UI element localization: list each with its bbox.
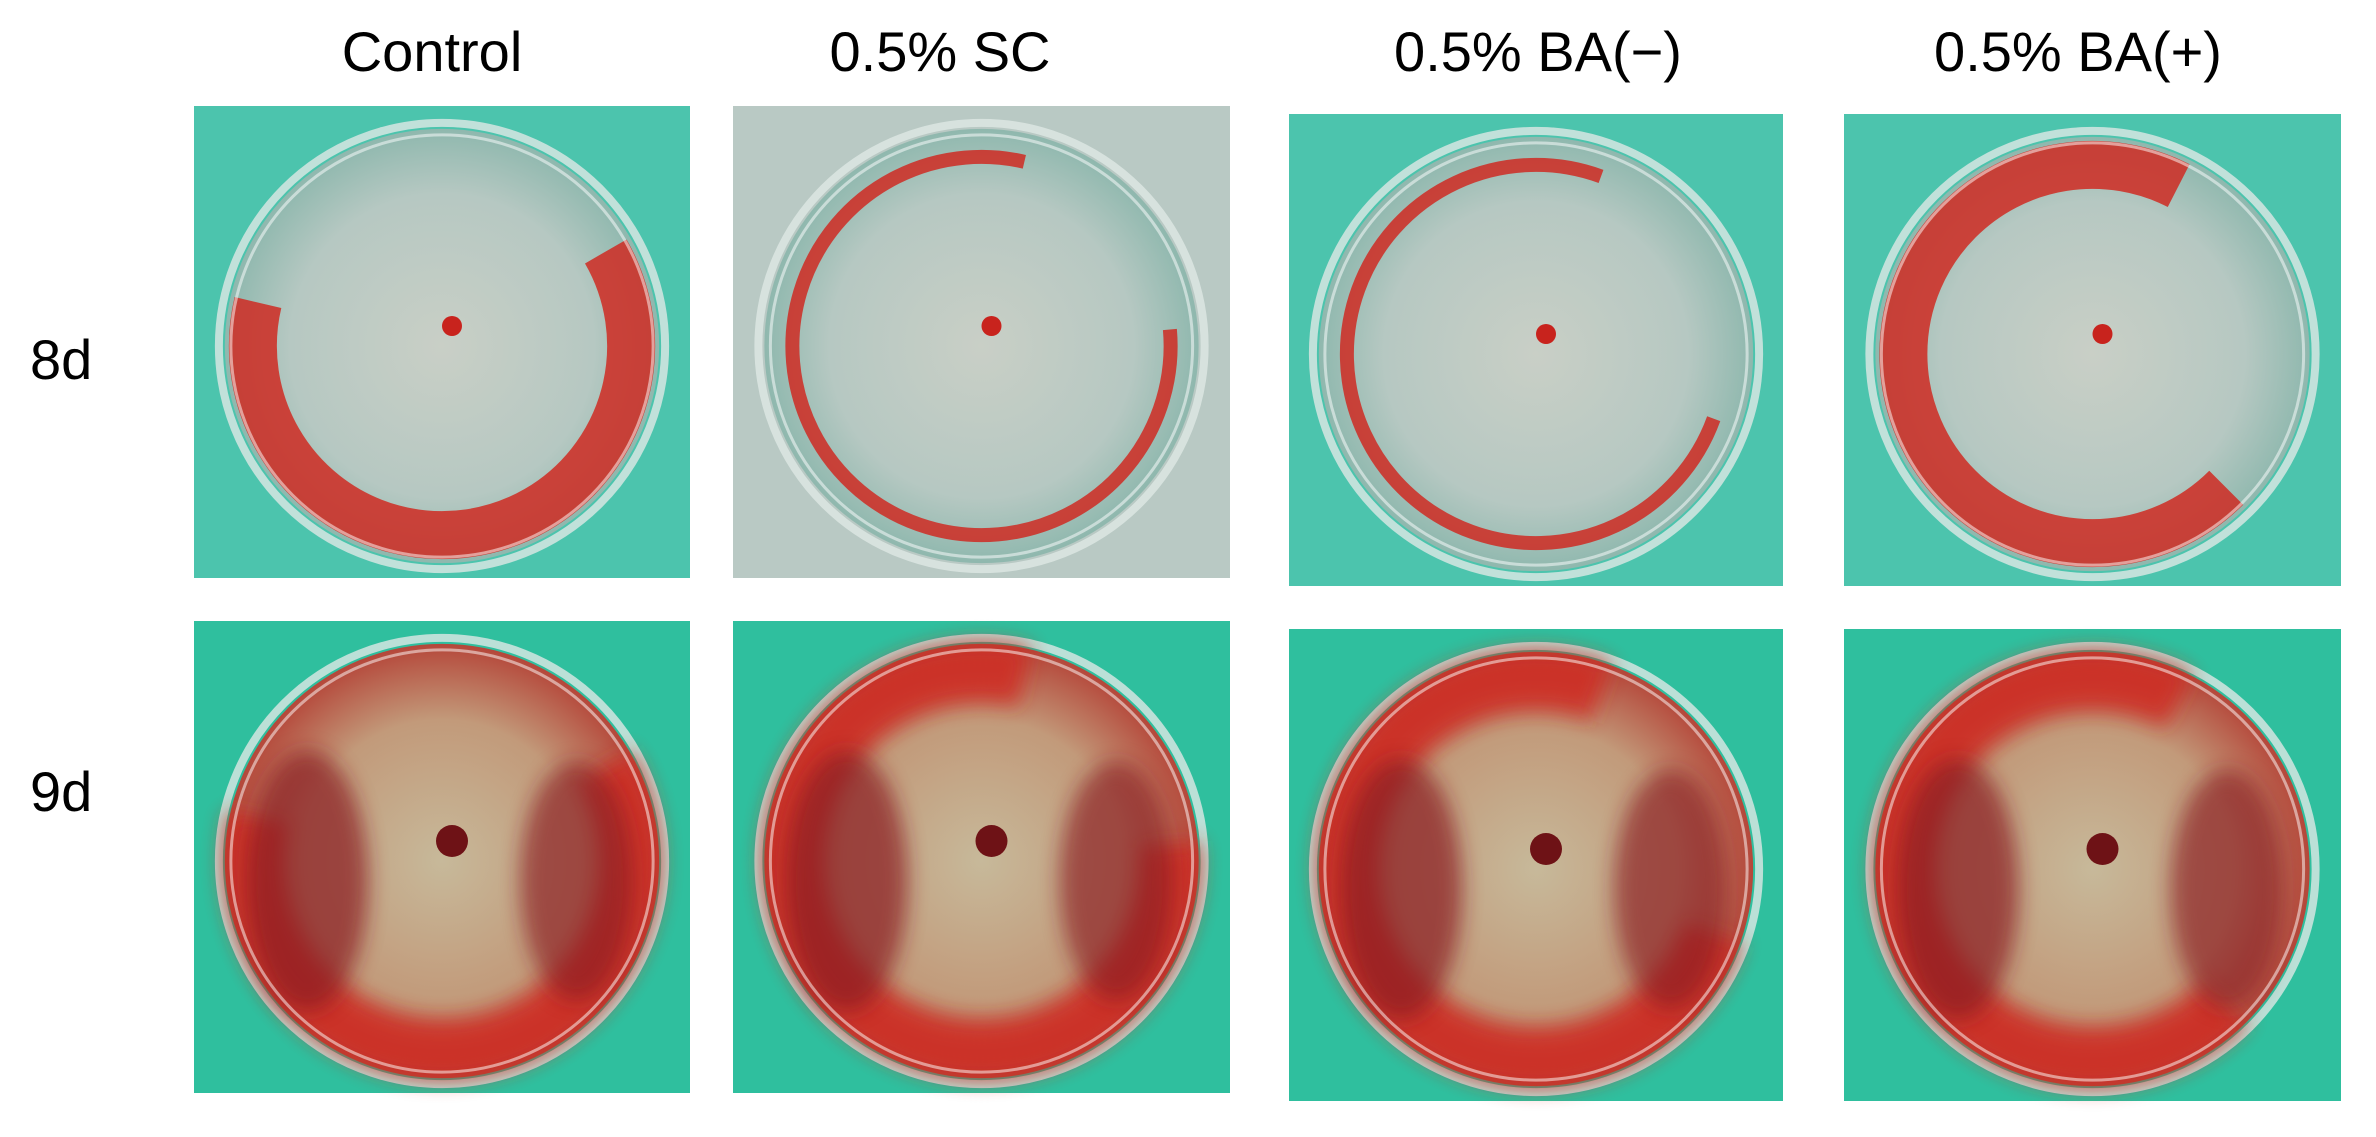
column-header: 0.5% BA(−): [1394, 20, 1682, 83]
stain-center: [2086, 833, 2119, 865]
dish-rim: [214, 633, 670, 1089]
stain-center: [981, 316, 1002, 336]
stain-center: [2092, 324, 2113, 344]
dish-rim: [214, 118, 670, 574]
dish-photo: [194, 621, 690, 1093]
stain-center: [436, 825, 468, 857]
row-label: 8d: [30, 328, 92, 391]
dish-photo: [1289, 629, 1783, 1101]
dish-photo: [733, 621, 1230, 1093]
stain-blob: [1897, 758, 2019, 1020]
stain-ring: [1339, 157, 1733, 551]
stain-center: [975, 825, 1008, 857]
dish-rim: [1865, 641, 2320, 1097]
stain-ring: [785, 149, 1178, 543]
dish-highlight: [1323, 141, 1749, 567]
column-header: Control: [342, 20, 523, 83]
dish-rim: [1308, 126, 1764, 582]
dish: [224, 128, 660, 564]
dish-highlight: [1879, 141, 2306, 567]
dish-rim: [1308, 641, 1764, 1097]
stain-center: [1536, 324, 1556, 344]
stain-center: [442, 316, 462, 336]
dish-highlight: [768, 648, 1195, 1074]
dish-photo: [194, 106, 690, 578]
dish-highlight: [229, 648, 655, 1074]
dish-photo: [1289, 114, 1783, 586]
dish: [764, 128, 1199, 564]
dish: [1318, 136, 1754, 572]
dish-photo: [1844, 114, 2341, 586]
stain-blob: [2170, 769, 2284, 1009]
dish-highlight: [1323, 656, 1749, 1082]
stain-center: [1530, 833, 1562, 865]
stain-blob: [246, 750, 369, 1012]
stain-blob: [520, 761, 634, 1001]
stain-blob: [1614, 769, 1728, 1009]
stain-ring: [1879, 140, 2306, 568]
dish-rim: [1865, 126, 2320, 582]
stain-blob: [1340, 758, 1463, 1020]
stain-blob: [786, 750, 908, 1012]
column-header: 0.5% BA(+): [1934, 20, 2222, 83]
row-label: 9d: [30, 760, 92, 823]
column-header: 0.5% SC: [830, 20, 1051, 83]
stain-blob: [1059, 761, 1173, 1001]
dish-rim: [754, 633, 1209, 1089]
dish-photo: [733, 106, 1230, 578]
dish-highlight: [1879, 656, 2306, 1082]
dish-highlight: [229, 133, 655, 559]
dish: [1875, 136, 2310, 572]
dish-highlight: [768, 133, 1195, 559]
dish-rim: [754, 118, 1209, 574]
stain-ring: [228, 132, 656, 560]
dish-photo: [1844, 629, 2341, 1101]
